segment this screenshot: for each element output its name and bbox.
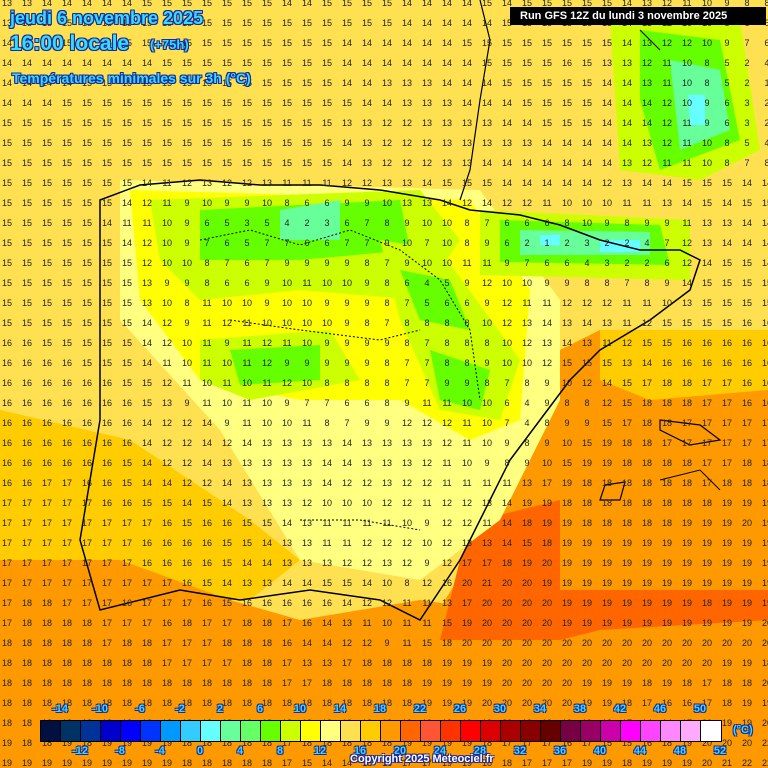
legend-label-bottom: 8: [276, 745, 284, 757]
legend-label-bottom: 24: [433, 745, 447, 757]
legend-label-bottom: 36: [553, 745, 567, 757]
legend-label-top: 34: [533, 703, 547, 715]
legend-swatch: [481, 721, 501, 741]
legend-label-top: -10: [92, 703, 108, 715]
legend-swatch: [661, 721, 681, 741]
legend-swatch: [381, 721, 401, 741]
legend-swatch: [181, 721, 201, 741]
legend-swatch: [101, 721, 121, 741]
legend-swatch: [461, 721, 481, 741]
legend-swatch: [121, 721, 141, 741]
legend-label-top: 50: [693, 703, 707, 715]
legend-label-top: 30: [493, 703, 507, 715]
legend-label-bottom: -4: [155, 745, 165, 757]
legend-swatch: [201, 721, 221, 741]
legend-label-bottom: 12: [313, 745, 327, 757]
forecast-date: jeudi 6 novembre 2025: [10, 8, 204, 28]
legend-label-top: 18: [373, 703, 387, 715]
legend-swatch: [621, 721, 641, 741]
legend-label-bottom: 20: [393, 745, 407, 757]
forecast-lead-time: (+75h): [150, 37, 189, 52]
legend-label-top: 6: [256, 703, 264, 715]
forecast-time: 16:00 locale: [10, 32, 130, 55]
legend-label-bottom: 4: [236, 745, 244, 757]
legend-label-bottom: 52: [713, 745, 727, 757]
legend-label-top: -2: [175, 703, 185, 715]
legend-swatch: [581, 721, 601, 741]
legend-label-bottom: -12: [72, 745, 88, 757]
legend-swatch: [221, 721, 241, 741]
legend-label-top: 38: [573, 703, 587, 715]
legend-swatch: [361, 721, 381, 741]
legend-label-top: -14: [52, 703, 68, 715]
legend-unit: (°C): [733, 724, 753, 736]
legend-swatch: [641, 721, 661, 741]
legend-label-bottom: 40: [593, 745, 607, 757]
legend-label-top: 2: [216, 703, 224, 715]
legend-swatch: [441, 721, 461, 741]
color-scale-legend: [40, 720, 722, 742]
legend-swatch: [521, 721, 541, 741]
legend-swatch: [341, 721, 361, 741]
legend-swatch: [281, 721, 301, 741]
legend-label-bottom: 28: [473, 745, 487, 757]
legend-swatch: [561, 721, 581, 741]
legend-swatch: [141, 721, 161, 741]
legend-label-bottom: 0: [196, 745, 204, 757]
legend-swatch: [301, 721, 321, 741]
legend-swatch: [41, 721, 61, 741]
legend-swatch: [61, 721, 81, 741]
legend-swatch: [261, 721, 281, 741]
legend-swatch: [681, 721, 701, 741]
legend-label-bottom: 32: [513, 745, 527, 757]
legend-label-bottom: -8: [115, 745, 125, 757]
legend-swatch: [241, 721, 261, 741]
legend-label-top: 42: [613, 703, 627, 715]
copyright-text: Copyright 2025 Meteociel.fr: [350, 753, 494, 765]
legend-label-bottom: 44: [633, 745, 647, 757]
legend-label-top: 26: [453, 703, 467, 715]
variable-title: Températures minimales sur 3h (°C): [12, 70, 251, 86]
legend-swatch: [321, 721, 341, 741]
legend-swatch: [541, 721, 561, 741]
legend-swatch: [501, 721, 521, 741]
legend-label-top: 46: [653, 703, 667, 715]
legend-label-bottom: 16: [353, 745, 367, 757]
legend-swatch: [701, 721, 721, 741]
legend-label-top: -6: [135, 703, 145, 715]
legend-label-top: 14: [333, 703, 347, 715]
legend-swatch: [81, 721, 101, 741]
legend-swatch: [161, 721, 181, 741]
legend-swatch: [401, 721, 421, 741]
legend-swatch: [421, 721, 441, 741]
legend-label-top: 22: [413, 703, 427, 715]
legend-label-bottom: 48: [673, 745, 687, 757]
legend-swatch: [601, 721, 621, 741]
legend-label-top: 10: [293, 703, 307, 715]
model-run-label: Run GFS 12Z du lundi 3 novembre 2025: [510, 7, 766, 25]
